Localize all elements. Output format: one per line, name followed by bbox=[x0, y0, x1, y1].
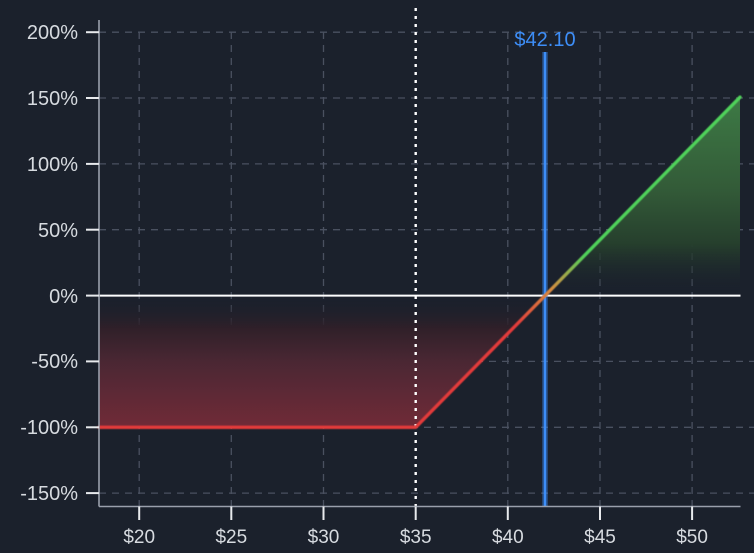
svg-text:$45: $45 bbox=[584, 527, 616, 548]
svg-text:-50%: -50% bbox=[31, 351, 78, 373]
svg-text:0%: 0% bbox=[49, 286, 78, 308]
svg-text:$30: $30 bbox=[308, 527, 340, 548]
svg-text:-100%: -100% bbox=[20, 417, 78, 439]
svg-text:50%: 50% bbox=[38, 220, 78, 242]
svg-text:200%: 200% bbox=[27, 22, 78, 44]
svg-text:$50: $50 bbox=[676, 527, 708, 548]
svg-text:150%: 150% bbox=[27, 88, 78, 110]
svg-text:$20: $20 bbox=[123, 527, 155, 548]
svg-text:-150%: -150% bbox=[20, 483, 78, 505]
svg-text:$42.10: $42.10 bbox=[514, 29, 575, 51]
svg-text:$40: $40 bbox=[492, 527, 524, 548]
svg-text:$25: $25 bbox=[215, 527, 247, 548]
svg-text:$35: $35 bbox=[400, 527, 432, 548]
svg-text:100%: 100% bbox=[27, 154, 78, 176]
